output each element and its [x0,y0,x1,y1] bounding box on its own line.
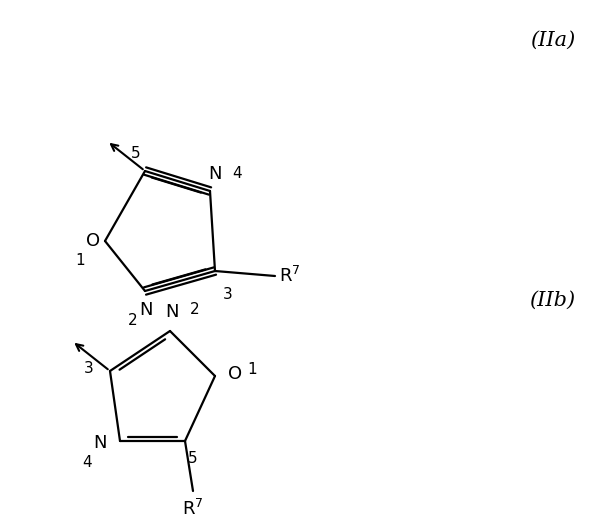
Text: 2: 2 [128,313,138,328]
Text: 3: 3 [223,287,233,302]
Text: N: N [94,434,107,452]
Text: 5: 5 [188,451,197,466]
Text: R$^7$: R$^7$ [279,266,301,286]
Text: O: O [228,365,242,383]
Text: N: N [208,165,222,183]
Text: 4: 4 [82,455,92,470]
Text: 5: 5 [131,146,141,161]
Text: N: N [165,303,179,321]
Text: (IIb): (IIb) [529,291,575,310]
Text: N: N [139,301,153,319]
Text: 1: 1 [75,253,85,268]
Text: R$^7$: R$^7$ [182,499,204,519]
Text: 1: 1 [247,362,257,378]
Text: 2: 2 [190,302,200,317]
Text: O: O [86,232,100,250]
Text: 3: 3 [84,361,94,377]
Text: (IIa): (IIa) [530,31,575,50]
Text: 4: 4 [232,166,242,181]
